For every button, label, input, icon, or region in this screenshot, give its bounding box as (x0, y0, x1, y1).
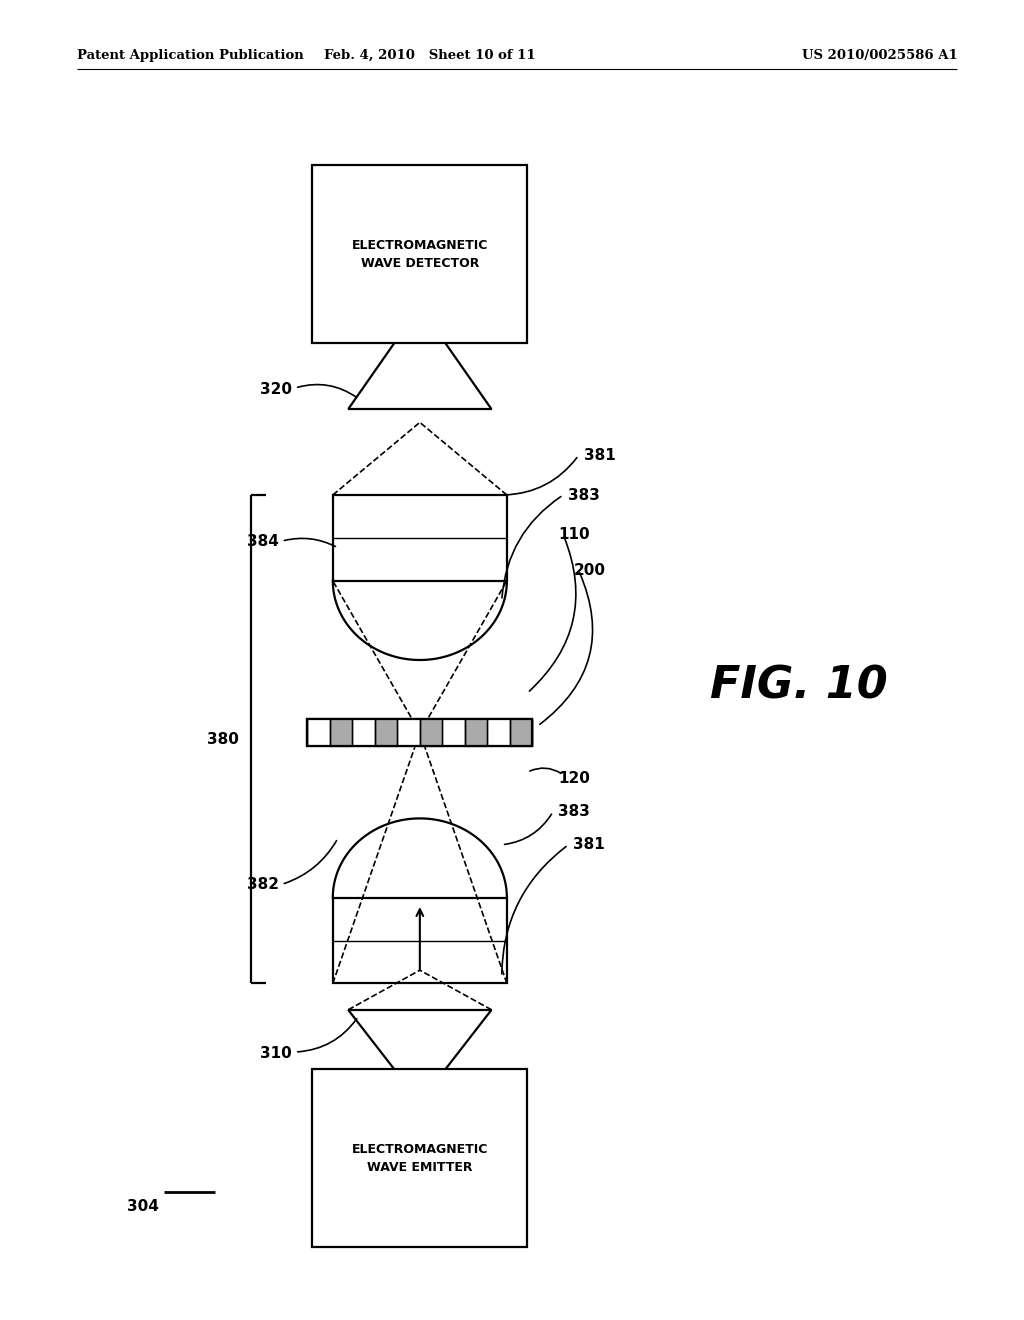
Text: ELECTROMAGNETIC
WAVE EMITTER: ELECTROMAGNETIC WAVE EMITTER (351, 1143, 488, 1173)
Polygon shape (352, 719, 375, 746)
Text: 380: 380 (207, 731, 239, 747)
Polygon shape (397, 719, 420, 746)
Polygon shape (465, 719, 487, 746)
Bar (333, 898, 507, 983)
Text: 384: 384 (247, 533, 279, 549)
Bar (312, 1069, 527, 1247)
Text: 381: 381 (573, 837, 605, 853)
Polygon shape (420, 719, 442, 746)
Text: 200: 200 (573, 562, 605, 578)
Text: ELECTROMAGNETIC
WAVE DETECTOR: ELECTROMAGNETIC WAVE DETECTOR (351, 239, 488, 269)
Polygon shape (307, 719, 330, 746)
Text: 304: 304 (127, 1199, 159, 1213)
Text: 310: 310 (260, 1045, 292, 1061)
Text: 383: 383 (558, 804, 590, 820)
Text: 382: 382 (247, 876, 279, 892)
Text: FIG. 10: FIG. 10 (710, 665, 888, 708)
Bar (333, 495, 507, 581)
Bar (307, 719, 532, 746)
Text: 381: 381 (584, 447, 615, 463)
Bar (307, 719, 532, 746)
Text: Feb. 4, 2010   Sheet 10 of 11: Feb. 4, 2010 Sheet 10 of 11 (325, 49, 536, 62)
Polygon shape (487, 719, 510, 746)
Polygon shape (442, 719, 465, 746)
Polygon shape (375, 719, 397, 746)
Text: US 2010/0025586 A1: US 2010/0025586 A1 (802, 49, 957, 62)
Text: 320: 320 (260, 381, 292, 397)
Text: 110: 110 (558, 527, 590, 543)
Text: Patent Application Publication: Patent Application Publication (77, 49, 303, 62)
Polygon shape (330, 719, 352, 746)
Text: 383: 383 (568, 487, 600, 503)
Polygon shape (510, 719, 532, 746)
Text: 120: 120 (558, 771, 590, 787)
Bar (312, 165, 527, 343)
